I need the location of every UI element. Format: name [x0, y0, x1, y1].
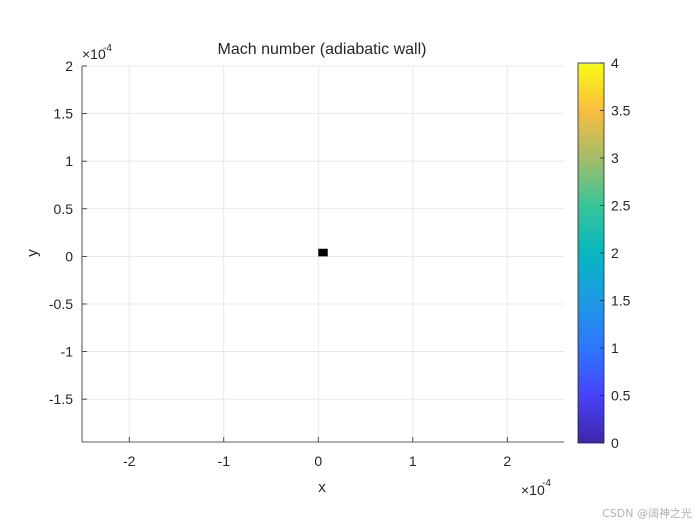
x-axis-label: x [318, 479, 326, 496]
x-tick-labels: -2 -1 0 1 2 [123, 453, 511, 469]
x-tick-label: 2 [503, 453, 511, 469]
chart-title: Mach number (adiabatic wall) [218, 41, 427, 58]
y-scale-text: ×10 [82, 46, 106, 62]
x-tick-label: -1 [218, 453, 231, 469]
y-axis-scale-factor: ×10 -4 [82, 43, 112, 62]
data-cell [318, 248, 328, 257]
colorbar-tick-label: 2 [611, 245, 619, 261]
y-tick-label: 1.5 [54, 106, 74, 122]
colorbar: 4 3.5 3 2.5 2 1.5 1 0.5 0 [577, 55, 631, 451]
data-cells [318, 248, 328, 257]
y-axis-label: y [24, 249, 41, 257]
colorbar-tick-label: 3.5 [611, 103, 631, 119]
colorbar-gradient [578, 63, 604, 443]
y-tick-label: 0.5 [54, 201, 74, 217]
x-scale-text: ×10 [521, 482, 545, 498]
x-scale-exponent: -4 [542, 478, 551, 489]
colorbar-tick-label: 1 [611, 340, 619, 356]
x-tick-label: 1 [409, 453, 417, 469]
x-tick-label: 0 [314, 453, 322, 469]
y-scale-exponent: -4 [103, 43, 112, 54]
x-tick-label: -2 [123, 453, 136, 469]
colorbar-tick-label: 0 [611, 435, 619, 451]
y-tick-label: -0.5 [49, 296, 73, 312]
y-tick-label: -1 [61, 344, 74, 360]
x-tick-marks [128, 437, 508, 442]
colorbar-tick-label: 3 [611, 150, 619, 166]
y-tick-marks [82, 65, 87, 400]
colorbar-tick-label: 2.5 [611, 198, 631, 214]
colorbar-ticks [600, 62, 604, 444]
watermark: CSDN @阔神之光 [602, 507, 692, 520]
plot-area [81, 65, 564, 443]
y-tick-label: 0 [65, 248, 73, 264]
y-tick-labels: 2 1.5 1 0.5 0 -0.5 -1 -1.5 [49, 58, 73, 407]
colorbar-tick-label: 0.5 [611, 388, 631, 404]
colorbar-tick-label: 4 [611, 55, 619, 71]
x-axis-scale-factor: ×10 -4 [521, 478, 551, 498]
y-tick-label: 1 [65, 153, 73, 169]
colorbar-tick-labels: 4 3.5 3 2.5 2 1.5 1 0.5 0 [611, 55, 631, 451]
colorbar-tick-label: 1.5 [611, 293, 631, 309]
y-tick-label: -1.5 [49, 391, 73, 407]
grid-lines [82, 65, 564, 442]
y-tick-label: 2 [65, 58, 73, 74]
